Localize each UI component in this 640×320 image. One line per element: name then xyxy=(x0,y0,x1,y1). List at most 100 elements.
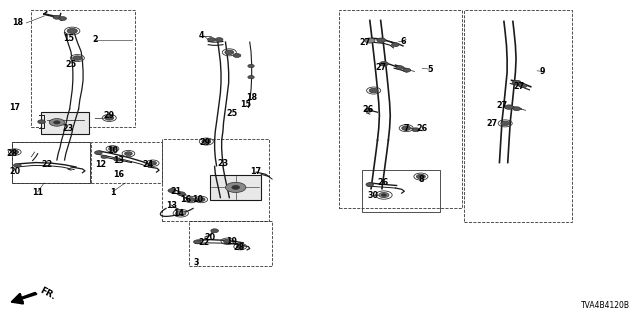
Text: 6: 6 xyxy=(400,37,406,46)
Circle shape xyxy=(365,108,372,112)
Text: 13: 13 xyxy=(166,201,177,210)
Text: 21: 21 xyxy=(171,188,182,196)
Text: 15: 15 xyxy=(63,35,74,44)
Circle shape xyxy=(202,139,211,144)
Text: 16: 16 xyxy=(180,195,191,204)
Circle shape xyxy=(95,151,102,155)
Circle shape xyxy=(248,64,254,68)
Text: 23: 23 xyxy=(62,124,74,133)
Bar xyxy=(12,141,90,183)
Circle shape xyxy=(225,50,234,54)
Text: 17: 17 xyxy=(251,167,262,176)
Circle shape xyxy=(504,105,513,109)
Circle shape xyxy=(49,119,65,126)
Circle shape xyxy=(149,161,157,165)
Circle shape xyxy=(232,186,239,189)
Circle shape xyxy=(175,211,186,216)
Circle shape xyxy=(377,38,386,43)
Text: 27: 27 xyxy=(375,63,386,72)
Text: 25: 25 xyxy=(227,109,237,118)
Circle shape xyxy=(366,183,374,187)
Text: 20: 20 xyxy=(205,233,216,242)
Circle shape xyxy=(59,17,67,20)
Text: 26: 26 xyxy=(377,178,388,187)
Bar xyxy=(339,10,462,208)
Circle shape xyxy=(73,56,82,60)
Circle shape xyxy=(392,43,399,47)
Text: 8: 8 xyxy=(418,175,424,184)
Circle shape xyxy=(215,38,223,42)
Circle shape xyxy=(54,121,60,124)
Text: 18: 18 xyxy=(246,93,257,102)
Text: 27: 27 xyxy=(514,82,525,91)
Circle shape xyxy=(512,80,521,85)
Text: 16: 16 xyxy=(113,170,124,179)
Circle shape xyxy=(248,76,254,79)
Text: 25: 25 xyxy=(65,60,77,69)
Circle shape xyxy=(233,53,241,57)
Text: 10: 10 xyxy=(192,195,203,204)
Bar xyxy=(464,10,572,222)
Text: 11: 11 xyxy=(32,188,44,197)
Bar xyxy=(92,141,162,183)
Text: 10: 10 xyxy=(107,146,118,155)
Bar xyxy=(189,220,272,266)
Text: 20: 20 xyxy=(9,167,20,176)
Circle shape xyxy=(177,192,185,196)
Text: 9: 9 xyxy=(540,67,545,76)
Circle shape xyxy=(500,121,509,125)
Circle shape xyxy=(193,240,201,244)
Text: 1: 1 xyxy=(109,188,115,197)
Text: TVA4B4120B: TVA4B4120B xyxy=(580,301,630,310)
Circle shape xyxy=(369,88,378,93)
Circle shape xyxy=(101,155,108,158)
Circle shape xyxy=(381,194,387,196)
Text: 28: 28 xyxy=(233,243,244,252)
Circle shape xyxy=(211,229,218,233)
Circle shape xyxy=(396,66,404,69)
Text: 4: 4 xyxy=(199,31,205,40)
Text: 30: 30 xyxy=(367,191,378,200)
Circle shape xyxy=(67,28,77,34)
Text: 17: 17 xyxy=(9,103,20,112)
Text: 3: 3 xyxy=(194,258,200,267)
Text: 13: 13 xyxy=(113,156,124,164)
Text: 29: 29 xyxy=(200,138,211,147)
Circle shape xyxy=(380,61,388,66)
Text: 5: 5 xyxy=(427,65,433,74)
Circle shape xyxy=(109,147,116,151)
Circle shape xyxy=(207,38,215,42)
Circle shape xyxy=(38,120,45,124)
FancyBboxPatch shape xyxy=(41,112,90,133)
Text: 19: 19 xyxy=(227,237,237,246)
Circle shape xyxy=(11,150,19,154)
Text: 23: 23 xyxy=(218,159,228,168)
Circle shape xyxy=(403,68,411,72)
Circle shape xyxy=(379,193,389,197)
Text: 24: 24 xyxy=(142,160,153,169)
Text: 27: 27 xyxy=(497,101,508,110)
Circle shape xyxy=(236,245,244,249)
Circle shape xyxy=(402,126,411,130)
Bar xyxy=(162,139,269,221)
Circle shape xyxy=(225,182,246,193)
Text: 15: 15 xyxy=(240,100,251,109)
Circle shape xyxy=(168,189,175,193)
Text: 27: 27 xyxy=(487,119,498,128)
Circle shape xyxy=(53,15,61,19)
Circle shape xyxy=(519,84,527,88)
Text: 28: 28 xyxy=(6,149,18,158)
Circle shape xyxy=(417,174,426,179)
Text: 22: 22 xyxy=(41,160,52,169)
Bar xyxy=(12,141,90,183)
Text: 7: 7 xyxy=(403,124,409,132)
Circle shape xyxy=(197,197,205,201)
Text: 26: 26 xyxy=(362,106,374,115)
Text: 26: 26 xyxy=(417,124,428,132)
Text: 14: 14 xyxy=(173,209,184,218)
Circle shape xyxy=(13,164,21,167)
Circle shape xyxy=(114,158,120,161)
Text: 27: 27 xyxy=(359,38,371,47)
Text: 12: 12 xyxy=(95,160,106,169)
Text: FR.: FR. xyxy=(38,285,56,301)
